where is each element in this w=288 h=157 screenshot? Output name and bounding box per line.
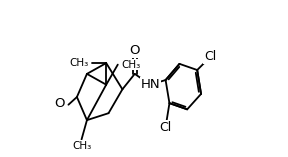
Text: CH₃: CH₃ (121, 60, 141, 70)
Text: O: O (54, 97, 65, 110)
Text: CH₃: CH₃ (70, 58, 89, 68)
Text: Cl: Cl (204, 50, 217, 63)
Text: O: O (130, 44, 140, 57)
Text: HN: HN (140, 78, 160, 91)
Text: Cl: Cl (160, 121, 172, 134)
Text: CH₃: CH₃ (72, 141, 91, 151)
